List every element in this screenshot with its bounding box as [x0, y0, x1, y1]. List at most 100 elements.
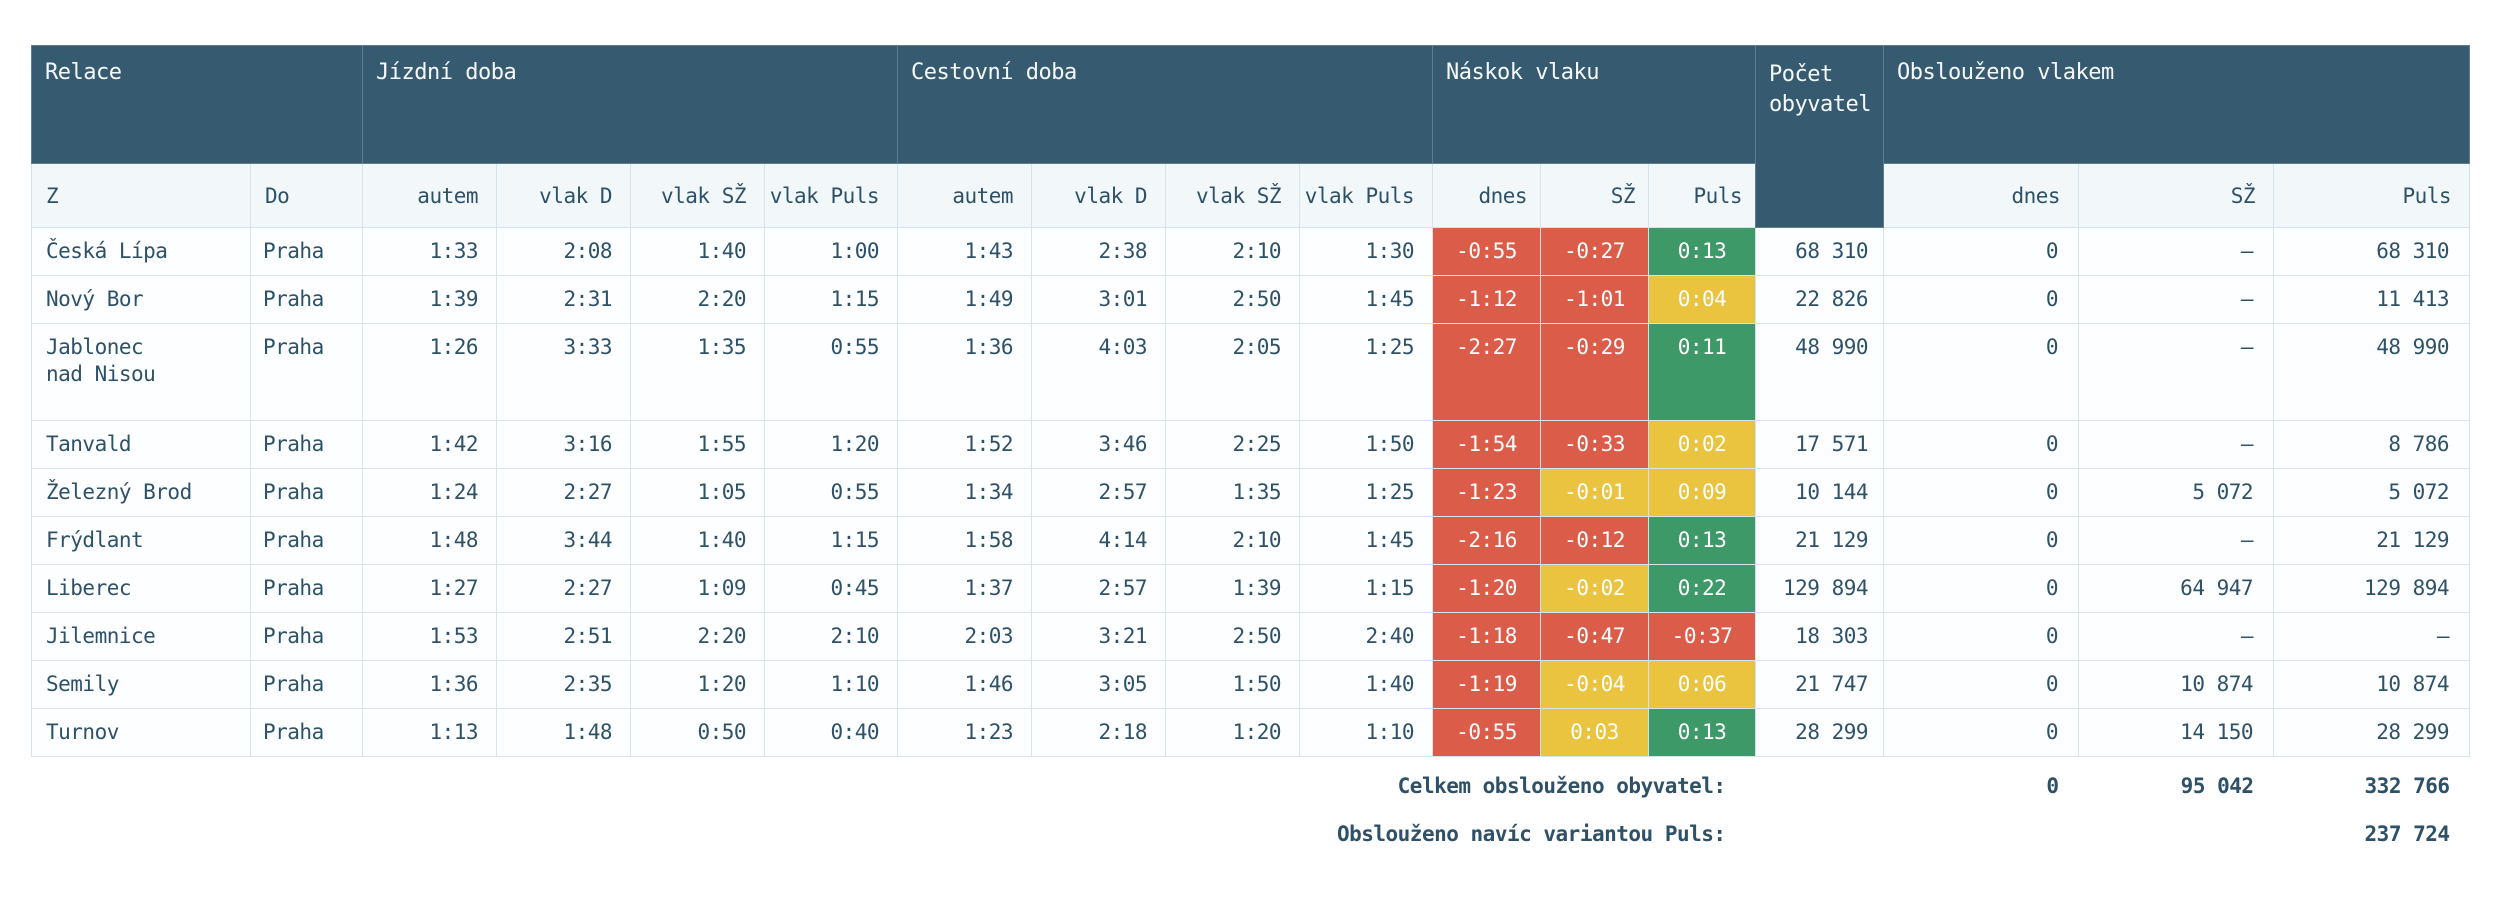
cell-jizdni-vlak-puls: 2:10: [764, 612, 899, 661]
cell-origin: Liberec: [31, 564, 251, 613]
cell-jizdni-vlak-d: 3:16: [496, 420, 632, 469]
col-header-naskok-sz: SŽ: [1540, 163, 1650, 228]
cell-naskok-puls: -0:37: [1648, 612, 1757, 661]
summary-label-celkem: Celkem obslouženo obyvatel:: [31, 756, 1756, 805]
cell-destination: Praha: [249, 564, 364, 613]
cell-pocet-obyvatel: 18 303: [1755, 612, 1885, 661]
cell-naskok-dnes: -1:20: [1432, 564, 1542, 613]
cell-cestovni-vlak-d: 2:57: [1031, 468, 1167, 517]
table-row: Nový Bor Praha 1:39 2:31 2:20 1:15 1:49 …: [31, 275, 2471, 324]
col-header-jizdni-vlak-sz: vlak SŽ: [630, 163, 766, 228]
cell-cestovni-autem: 1:46: [897, 660, 1033, 709]
cell-obslouzeno-dnes: 0: [1883, 275, 2080, 324]
cell-cestovni-vlak-puls: 1:25: [1299, 468, 1434, 517]
table-header: Relace Jízdní doba Cestovní doba Náskok …: [30, 45, 2471, 228]
cell-jizdni-vlak-sz: 1:20: [630, 660, 766, 709]
cell-destination: Praha: [249, 275, 364, 324]
cell-naskok-dnes: -1:12: [1432, 275, 1542, 324]
cell-jizdni-vlak-sz: 0:50: [630, 708, 766, 757]
cell-jizdni-vlak-d: 2:31: [496, 275, 632, 324]
cell-naskok-puls: 0:04: [1648, 275, 1757, 324]
cell-jizdni-autem: 1:13: [362, 708, 498, 757]
cell-jizdni-vlak-d: 2:51: [496, 612, 632, 661]
group-header-cestovni-doba: Cestovní doba: [897, 45, 1434, 164]
cell-naskok-sz: -0:01: [1540, 468, 1650, 517]
cell-cestovni-vlak-d: 4:14: [1031, 516, 1167, 565]
cell-obslouzeno-dnes: 0: [1883, 564, 2080, 613]
cell-cestovni-vlak-puls: 1:15: [1299, 564, 1434, 613]
spacer-cell: [1883, 804, 2079, 853]
cell-obslouzeno-sz: –: [2078, 275, 2275, 324]
cell-destination: Praha: [249, 227, 364, 276]
cell-jizdni-vlak-d: 3:33: [496, 323, 632, 421]
cell-obslouzeno-sz: 10 874: [2078, 660, 2275, 709]
cell-pocet-obyvatel: 48 990: [1755, 323, 1885, 421]
spacer-cell: [2078, 804, 2274, 853]
cell-obslouzeno-dnes: 0: [1883, 323, 2080, 421]
cell-naskok-puls: 0:09: [1648, 468, 1757, 517]
table-row: Turnov Praha 1:13 1:48 0:50 0:40 1:23 2:…: [31, 708, 2471, 757]
cell-origin: Frýdlant: [31, 516, 251, 565]
cell-cestovni-autem: 1:43: [897, 227, 1033, 276]
cell-cestovni-vlak-d: 3:01: [1031, 275, 1167, 324]
cell-naskok-puls: 0:02: [1648, 420, 1757, 469]
cell-jizdni-autem: 1:48: [362, 516, 498, 565]
table-row: Jablonec nad Nisou Praha 1:26 3:33 1:35 …: [31, 323, 2471, 421]
cell-pocet-obyvatel: 68 310: [1755, 227, 1885, 276]
cell-jizdni-vlak-sz: 1:09: [630, 564, 766, 613]
cell-obslouzeno-puls: 48 990: [2273, 323, 2471, 421]
cell-jizdni-vlak-puls: 0:55: [764, 323, 899, 421]
cell-pocet-obyvatel: 28 299: [1755, 708, 1885, 757]
cell-jizdni-vlak-d: 2:08: [496, 227, 632, 276]
group-header-jizdni-doba: Jízdní doba: [362, 45, 899, 164]
cell-cestovni-vlak-sz: 2:10: [1165, 516, 1301, 565]
group-header-row: Relace Jízdní doba Cestovní doba Náskok …: [30, 45, 2471, 228]
page: Relace Jízdní doba Cestovní doba Náskok …: [30, 45, 2471, 853]
cell-naskok-dnes: -1:54: [1432, 420, 1542, 469]
cell-obslouzeno-puls: 68 310: [2273, 227, 2471, 276]
cell-cestovni-autem: 1:23: [897, 708, 1033, 757]
cell-obslouzeno-dnes: 0: [1883, 468, 2080, 517]
cell-jizdni-vlak-puls: 1:15: [764, 275, 899, 324]
cell-cestovni-vlak-sz: 2:50: [1165, 612, 1301, 661]
cell-obslouzeno-sz: 64 947: [2078, 564, 2275, 613]
cell-cestovni-vlak-puls: 1:10: [1299, 708, 1434, 757]
summary-celkem-puls: 332 766: [2273, 756, 2470, 805]
cell-origin: Jilemnice: [31, 612, 251, 661]
spacer-cell: [1755, 804, 1884, 853]
col-header-z: Z: [31, 163, 251, 228]
cell-cestovni-autem: 1:52: [897, 420, 1033, 469]
col-header-do: Do: [249, 163, 364, 228]
cell-obslouzeno-puls: 10 874: [2273, 660, 2471, 709]
cell-jizdni-vlak-d: 2:27: [496, 468, 632, 517]
cell-pocet-obyvatel: 17 571: [1755, 420, 1885, 469]
cell-obslouzeno-sz: –: [2078, 516, 2275, 565]
cell-jizdni-vlak-d: 3:44: [496, 516, 632, 565]
group-header-relace: Relace: [30, 45, 364, 164]
cell-obslouzeno-puls: 129 894: [2273, 564, 2471, 613]
cell-destination: Praha: [249, 420, 364, 469]
cell-jizdni-autem: 1:39: [362, 275, 498, 324]
cell-naskok-dnes: -0:55: [1432, 708, 1542, 757]
cell-pocet-obyvatel: 21 129: [1755, 516, 1885, 565]
table-row: Liberec Praha 1:27 2:27 1:09 0:45 1:37 2…: [31, 564, 2471, 613]
cell-pocet-obyvatel: 22 826: [1755, 275, 1885, 324]
cell-jizdni-vlak-puls: 0:40: [764, 708, 899, 757]
cell-jizdni-autem: 1:42: [362, 420, 498, 469]
cell-naskok-puls: 0:13: [1648, 708, 1757, 757]
cell-cestovni-vlak-sz: 2:10: [1165, 227, 1301, 276]
cell-jizdni-vlak-puls: 1:20: [764, 420, 899, 469]
cell-jizdni-vlak-sz: 2:20: [630, 612, 766, 661]
col-header-jizdni-vlak-d: vlak D: [496, 163, 632, 228]
cell-cestovni-autem: 1:34: [897, 468, 1033, 517]
cell-naskok-sz: -0:27: [1540, 227, 1650, 276]
cell-origin: Tanvald: [31, 420, 251, 469]
table-row: Železný Brod Praha 1:24 2:27 1:05 0:55 1…: [31, 468, 2471, 517]
cell-obslouzeno-sz: –: [2078, 612, 2275, 661]
cell-jizdni-vlak-puls: 1:10: [764, 660, 899, 709]
table-row: Jilemnice Praha 1:53 2:51 2:20 2:10 2:03…: [31, 612, 2471, 661]
cell-cestovni-vlak-puls: 1:30: [1299, 227, 1434, 276]
cell-cestovni-vlak-d: 3:05: [1031, 660, 1167, 709]
cell-origin: Jablonec nad Nisou: [31, 323, 251, 421]
cell-cestovni-vlak-d: 2:38: [1031, 227, 1167, 276]
